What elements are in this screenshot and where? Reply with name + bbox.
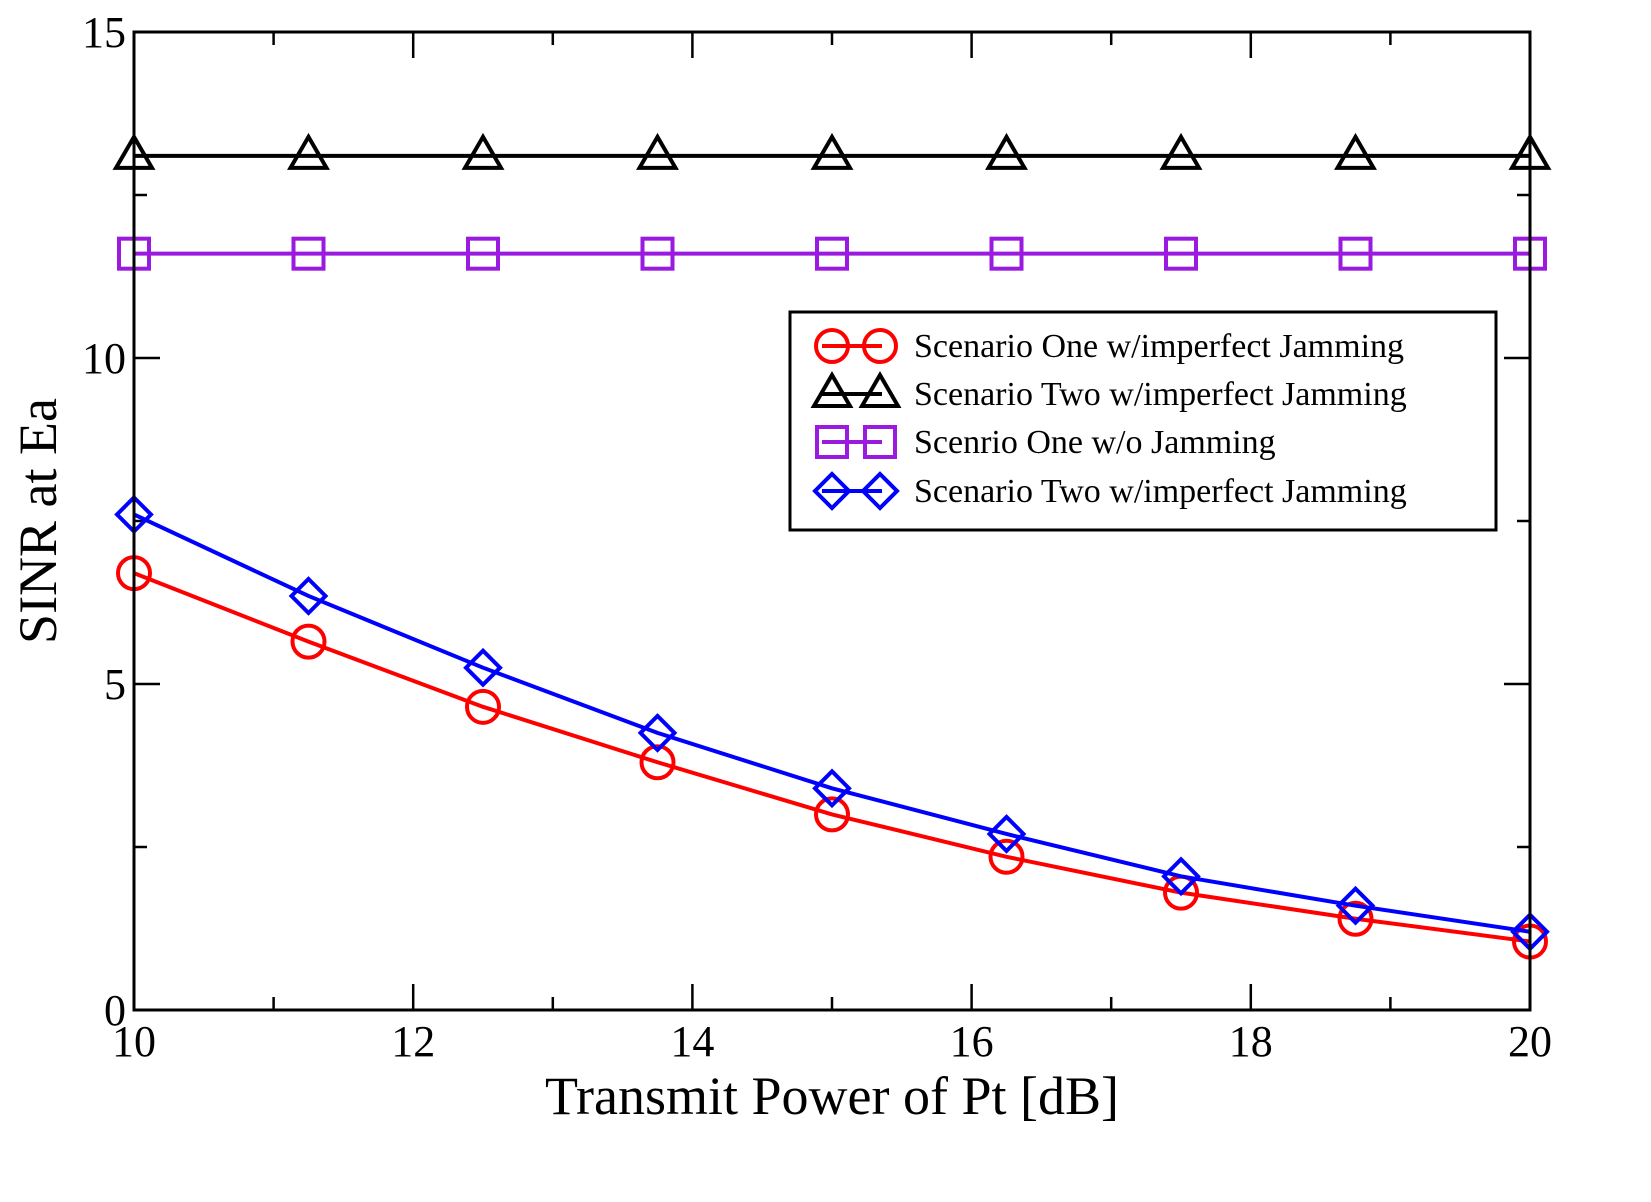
- data-point-triangle: [1334, 132, 1377, 170]
- series-triangle: [112, 132, 1552, 170]
- plot-frame: [132, 30, 1532, 1012]
- series-circle: [116, 555, 1548, 960]
- legend-label: Scenrio One w/o Jamming: [914, 424, 1276, 461]
- y-tick-label: 10: [82, 334, 126, 383]
- y-tick-label: 0: [104, 986, 126, 1035]
- x-tick-label: 16: [950, 1017, 994, 1066]
- legend-marker: [812, 471, 852, 511]
- legend-item: Scenrio One w/o Jamming: [815, 424, 1276, 461]
- legend-item: Scenario Two w/imperfect Jamming: [810, 371, 1407, 413]
- data-point-diamond: [637, 713, 678, 753]
- data-series: [112, 132, 1552, 960]
- legend-item: Scenario One w/imperfect Jamming: [814, 328, 1404, 365]
- data-point-triangle: [287, 132, 330, 170]
- legend-label: Scenario Two w/imperfect Jamming: [914, 473, 1407, 510]
- data-point-diamond: [288, 576, 329, 616]
- series-square: [117, 236, 1547, 271]
- legend: Scenario One w/imperfect Jamming Scenario…: [788, 310, 1498, 532]
- data-point-circle: [465, 688, 501, 725]
- legend-marker: [814, 328, 850, 364]
- legend-marker: [815, 425, 849, 459]
- legend-label: Scenario One w/imperfect Jamming: [914, 328, 1404, 365]
- legend-box: [788, 310, 1498, 532]
- legend-marker: [863, 425, 897, 459]
- x-tick-label: 18: [1229, 1017, 1273, 1066]
- y-tick-label: 5: [104, 660, 126, 709]
- data-point-square: [640, 236, 675, 271]
- data-point-triangle: [461, 132, 505, 170]
- legend-marker: [810, 371, 854, 408]
- legend-marker: [862, 328, 898, 364]
- data-point-diamond: [986, 814, 1027, 854]
- x-axis-title: Transmit Power of Pt [dB]: [545, 1066, 1119, 1126]
- data-point-triangle: [810, 132, 854, 170]
- x-tick-label: 10: [112, 1017, 156, 1066]
- data-point-square: [989, 236, 1024, 271]
- data-point-triangle: [1159, 132, 1203, 170]
- legend-marker: [860, 471, 900, 511]
- data-point-circle: [988, 838, 1025, 875]
- series-line-circle: [133, 571, 1531, 944]
- data-point-square: [1164, 236, 1198, 271]
- x-tick-label: 20: [1508, 1017, 1552, 1066]
- data-point-circle: [290, 623, 327, 660]
- legend-label: Scenario Two w/imperfect Jamming: [914, 376, 1407, 413]
- data-point-square: [291, 236, 326, 271]
- legend-marker: [858, 371, 902, 408]
- x-tick-label: 14: [670, 1017, 714, 1066]
- data-point-square: [1338, 236, 1373, 271]
- data-point-circle: [1337, 900, 1374, 937]
- y-tick-label: 15: [82, 8, 126, 57]
- data-point-diamond: [1161, 856, 1201, 897]
- legend-item: Scenario Two w/imperfect Jamming: [812, 471, 1407, 511]
- data-point-square: [466, 236, 500, 271]
- data-point-square: [815, 236, 849, 271]
- data-point-diamond: [463, 647, 503, 688]
- data-point-diamond: [1335, 885, 1376, 926]
- data-point-circle: [814, 796, 850, 833]
- data-point-circle: [639, 744, 676, 781]
- data-point-diamond: [812, 768, 852, 809]
- x-tick-label: 12: [391, 1017, 435, 1066]
- y-axis-title: SINR at Ea: [8, 398, 68, 644]
- data-point-triangle: [636, 132, 679, 170]
- axis-tick-labels: 10 12 14 16 18 20 0 5 10 15: [82, 8, 1552, 1066]
- series-line-diamond: [133, 512, 1531, 934]
- data-point-triangle: [985, 132, 1028, 170]
